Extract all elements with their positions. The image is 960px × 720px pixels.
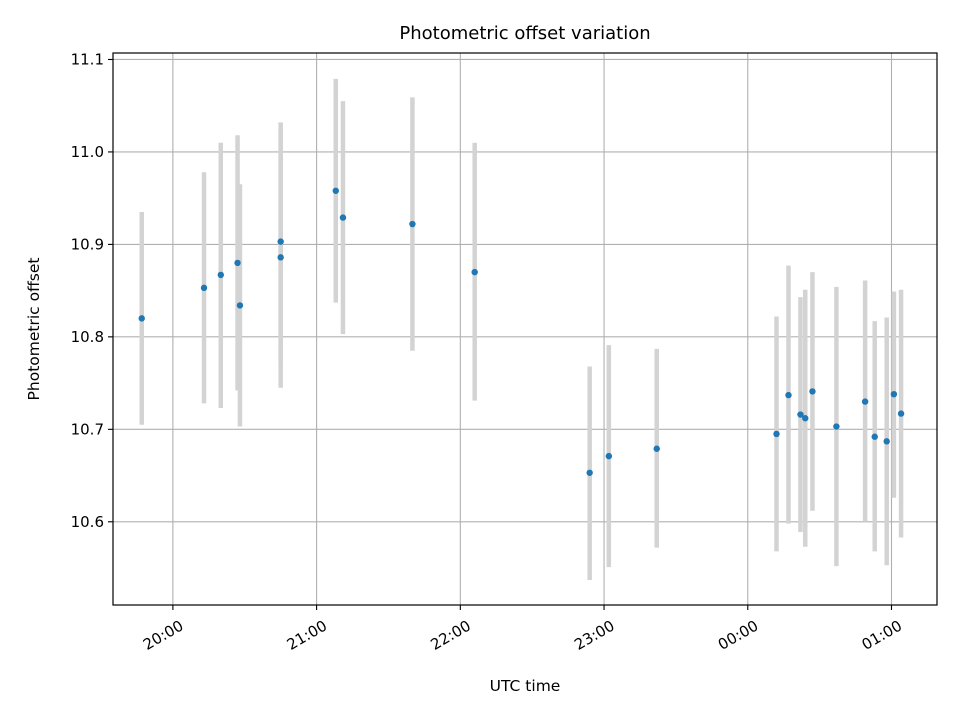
data-point <box>897 410 905 417</box>
data-points <box>138 187 905 476</box>
y-axis-ticks: 10.6 10.7 10.8 10.9 11.0 11.1 <box>71 50 113 531</box>
data-point <box>802 415 809 422</box>
data-point <box>200 284 208 292</box>
data-point <box>471 268 478 276</box>
y-tick-label: 10.9 <box>71 235 104 253</box>
data-point <box>277 238 284 245</box>
data-point <box>797 411 804 418</box>
data-point <box>809 388 816 395</box>
y-axis-label: Photometric offset <box>25 258 43 401</box>
data-point <box>332 187 339 194</box>
data-point <box>409 220 416 228</box>
data-point <box>236 302 244 309</box>
y-tick-label: 10.6 <box>71 513 104 531</box>
data-point <box>277 254 284 261</box>
data-point <box>785 391 792 399</box>
y-tick-label: 10.7 <box>71 420 104 438</box>
data-point <box>653 445 660 452</box>
data-point <box>773 430 780 438</box>
y-tick-label: 11.0 <box>71 143 104 161</box>
data-point <box>883 438 890 445</box>
data-point <box>861 398 869 405</box>
data-point <box>339 214 347 221</box>
data-point <box>890 390 898 398</box>
grid-lines <box>113 53 937 605</box>
y-tick-label: 10.8 <box>71 328 104 346</box>
data-point <box>605 452 613 460</box>
data-point <box>138 315 145 322</box>
data-point <box>217 271 224 279</box>
data-point <box>586 469 593 476</box>
data-point <box>833 423 840 430</box>
chart-title: Photometric offset variation <box>399 23 650 44</box>
data-point <box>234 259 241 267</box>
x-axis-label: UTC time <box>490 677 561 695</box>
y-tick-label: 11.1 <box>71 50 104 68</box>
plot-area-frame <box>112 52 938 606</box>
data-point <box>871 433 878 440</box>
